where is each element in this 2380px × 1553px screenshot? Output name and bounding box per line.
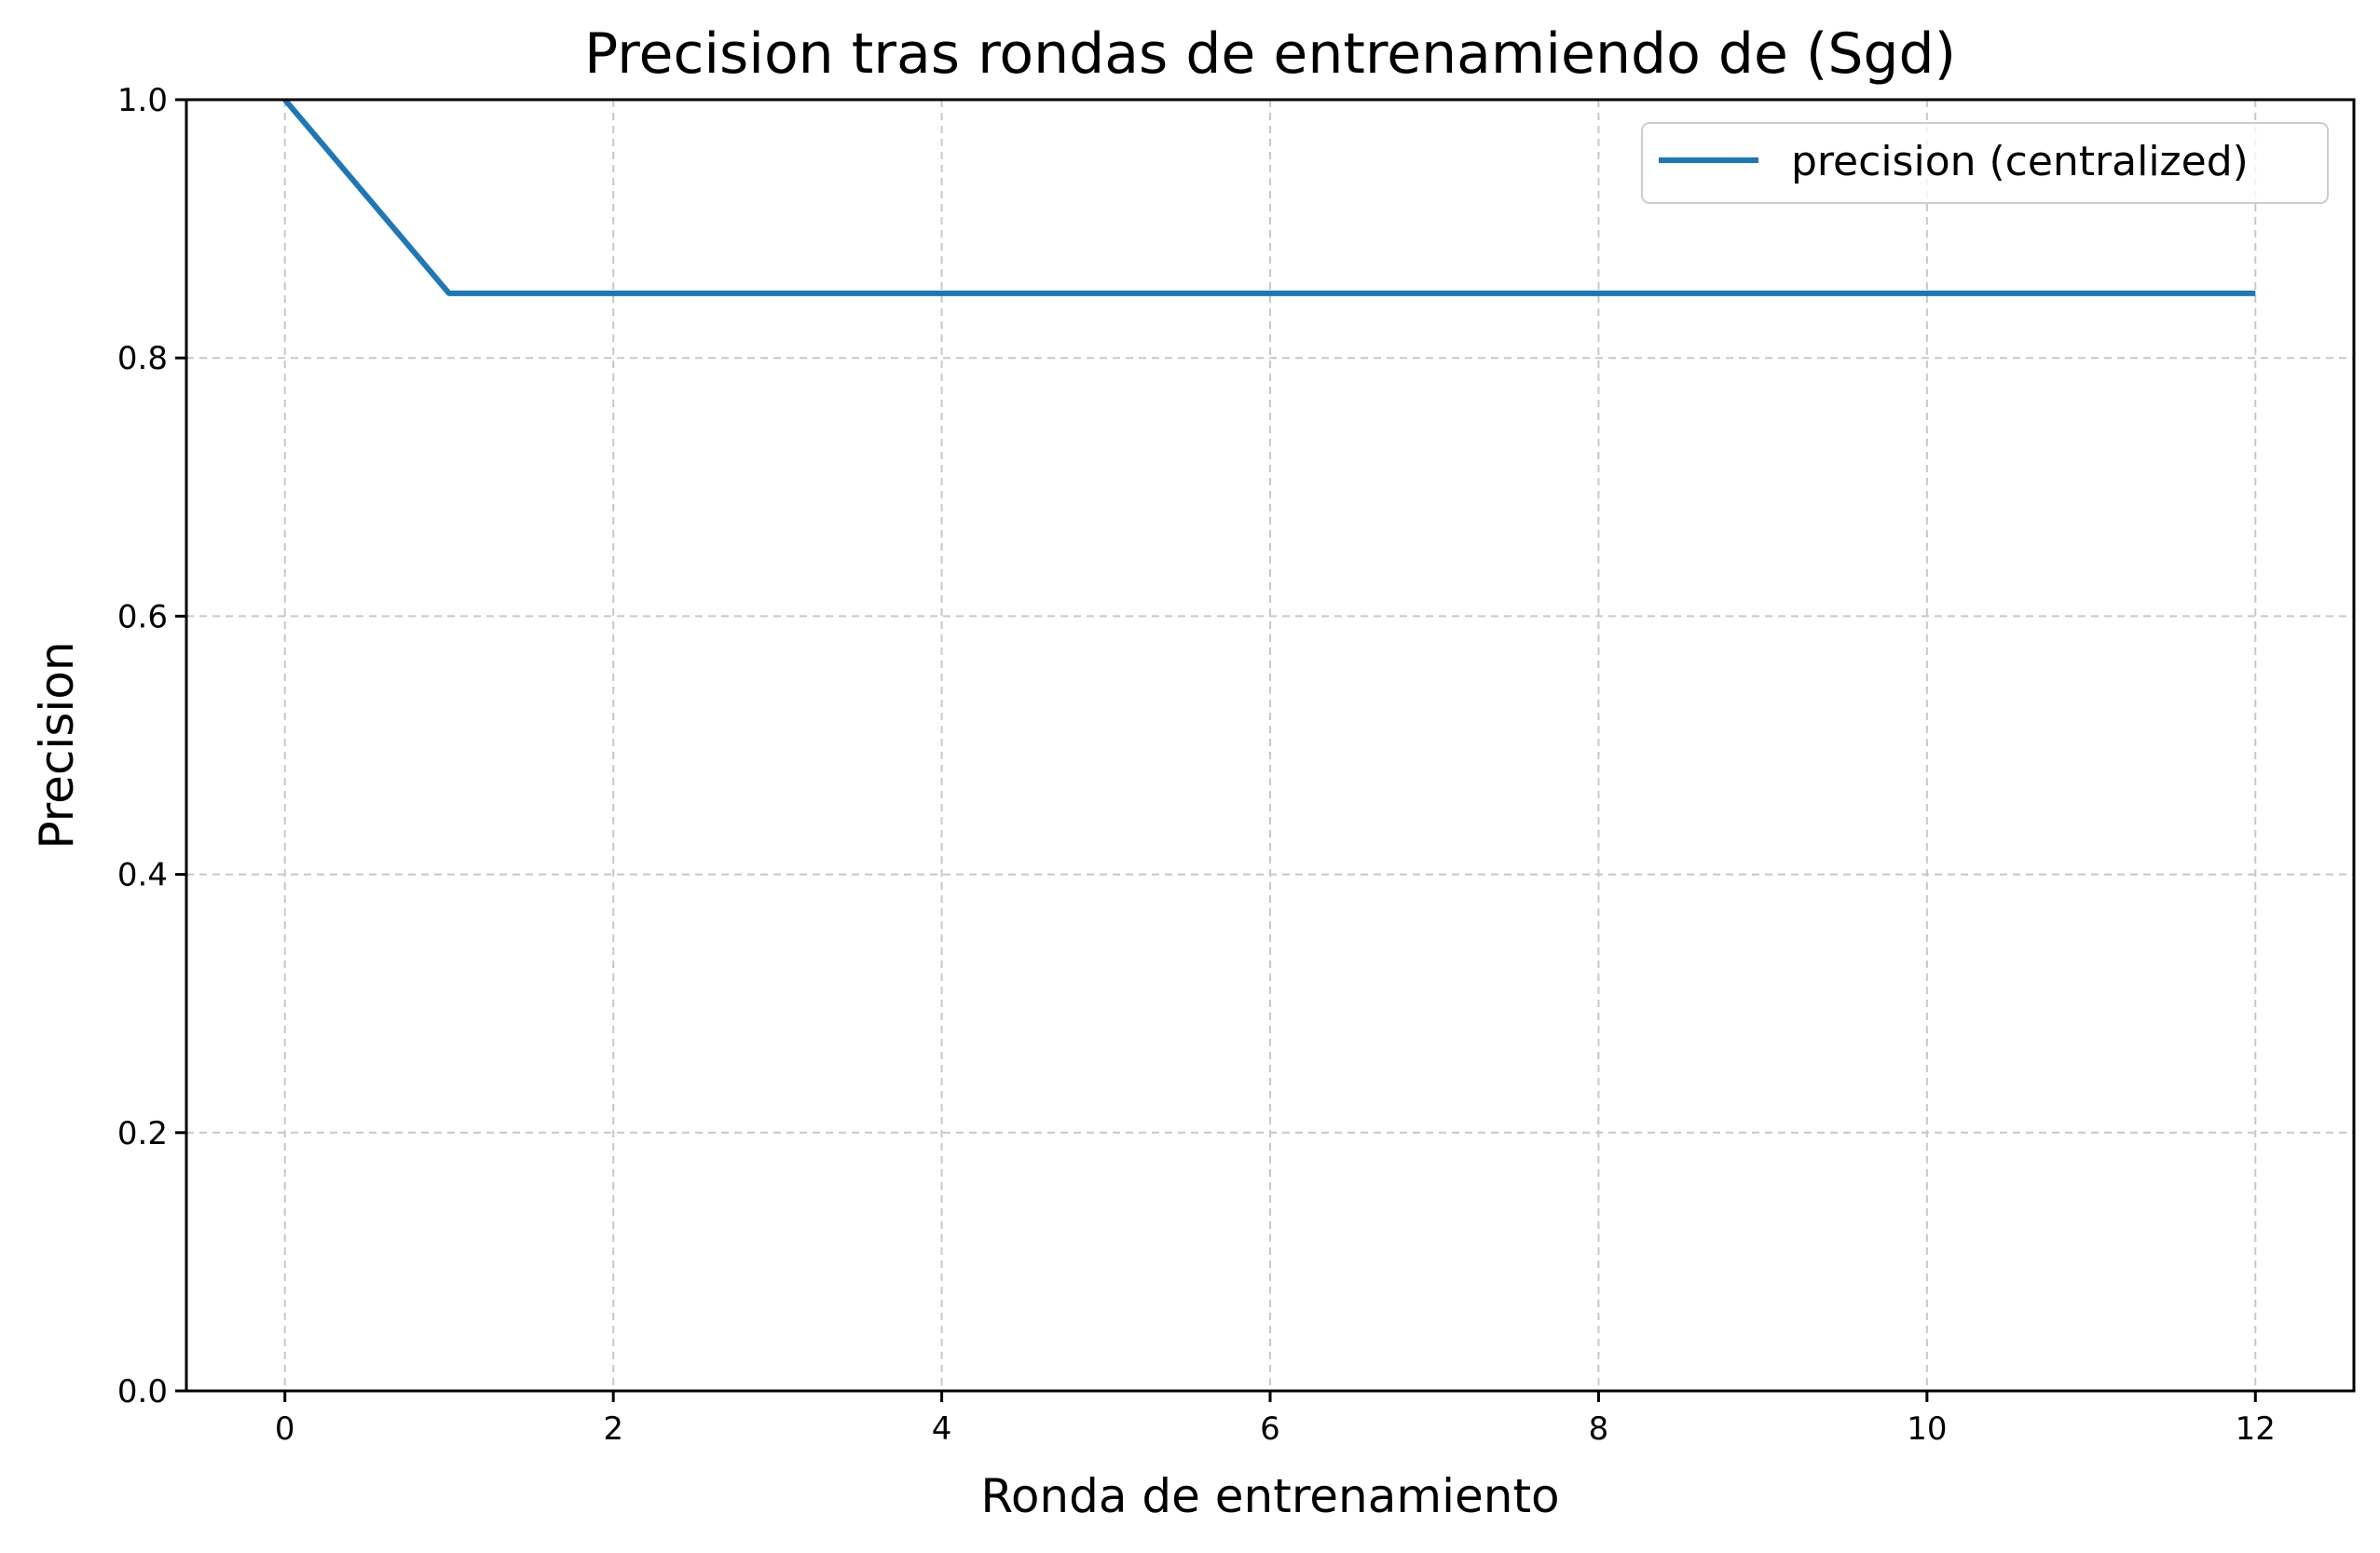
y-tick-label: 0.0 [117,1373,168,1410]
y-tick-label: 1.0 [117,82,168,119]
x-tick-label: 4 [932,1410,952,1448]
y-axis-label: Precision [30,641,84,849]
x-tick-label: 12 [2236,1410,2276,1448]
x-axis: 0 2 4 6 8 10 12 [275,1391,2276,1448]
y-tick-label: 0.8 [117,340,168,377]
legend-box [1641,122,2329,204]
legend: precision (centralized) [1641,122,2329,204]
chart-title: Precision tras rondas de entrenamiendo d… [584,21,1956,87]
x-axis-label: Ronda de entrenamiento [980,1469,1559,1523]
y-tick-label: 0.4 [117,857,168,894]
x-tick-label: 8 [1589,1410,1609,1448]
x-tick-label: 6 [1260,1410,1280,1448]
legend-label: precision (centralized) [1791,138,2249,185]
y-axis: 0.0 0.2 0.4 0.6 0.8 1.0 [117,82,186,1410]
y-tick-label: 0.2 [117,1115,168,1152]
x-tick-label: 2 [603,1410,623,1448]
x-tick-label: 10 [1907,1410,1947,1448]
series-line [282,98,2256,296]
x-tick-label: 0 [275,1410,295,1448]
y-tick-label: 0.6 [117,598,168,635]
grid-lines [186,100,2354,1391]
series-layer [282,98,2256,296]
